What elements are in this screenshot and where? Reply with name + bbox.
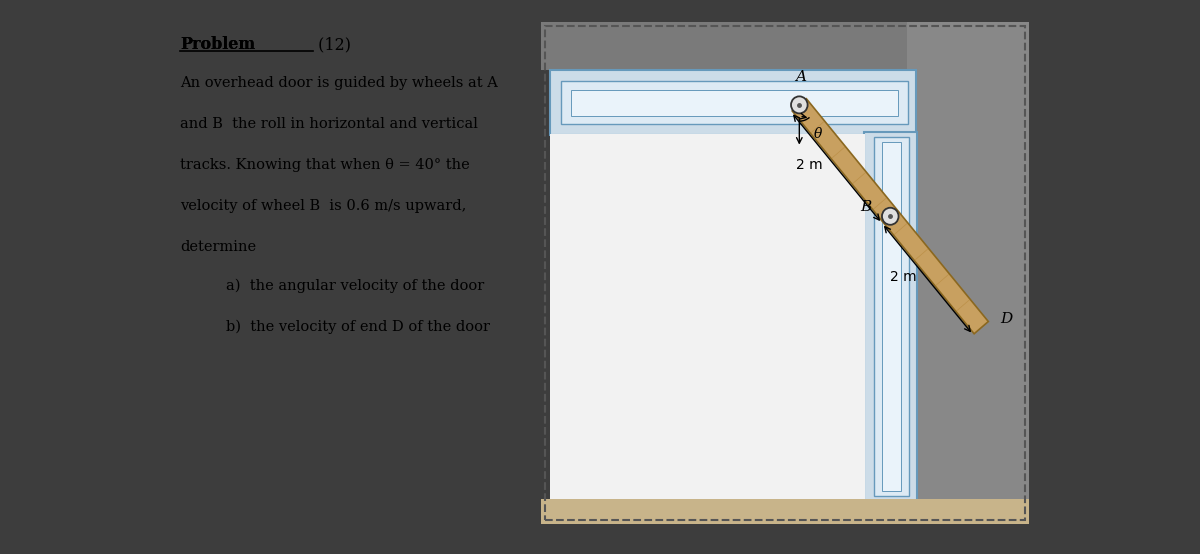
Circle shape — [882, 208, 899, 225]
Text: determine: determine — [180, 240, 257, 254]
Bar — [562, 81, 907, 124]
Text: velocity of wheel B  is 0.6 m/s upward,: velocity of wheel B is 0.6 m/s upward, — [180, 199, 467, 213]
Text: A: A — [794, 70, 805, 84]
Bar — [551, 135, 865, 500]
Text: D: D — [1000, 311, 1012, 326]
Text: Problem: Problem — [180, 36, 256, 53]
Text: b)  the velocity of end D of the door: b) the velocity of end D of the door — [226, 320, 490, 334]
Polygon shape — [792, 99, 989, 334]
Text: tracks. Knowing that when θ = 40° the: tracks. Knowing that when θ = 40° the — [180, 158, 470, 172]
Text: 2 m: 2 m — [890, 270, 917, 284]
Bar — [864, 132, 917, 501]
Bar — [551, 70, 917, 135]
Text: θ: θ — [814, 127, 822, 141]
Text: and B  the roll in horizontal and vertical: and B the roll in horizontal and vertica… — [180, 117, 479, 131]
Text: An overhead door is guided by wheels at A: An overhead door is guided by wheels at … — [180, 76, 498, 90]
Text: B: B — [860, 200, 871, 214]
Text: Problem: Problem — [180, 36, 256, 53]
Circle shape — [791, 96, 808, 114]
Bar — [875, 137, 908, 496]
Bar — [541, 500, 1028, 524]
Text: a)  the angular velocity of the door: a) the angular velocity of the door — [226, 279, 485, 293]
Bar — [541, 9, 1028, 70]
Text: (12): (12) — [313, 36, 350, 53]
Bar — [882, 142, 901, 491]
Bar — [571, 90, 898, 116]
Text: 2 m: 2 m — [797, 158, 823, 172]
Bar — [907, 7, 1038, 524]
